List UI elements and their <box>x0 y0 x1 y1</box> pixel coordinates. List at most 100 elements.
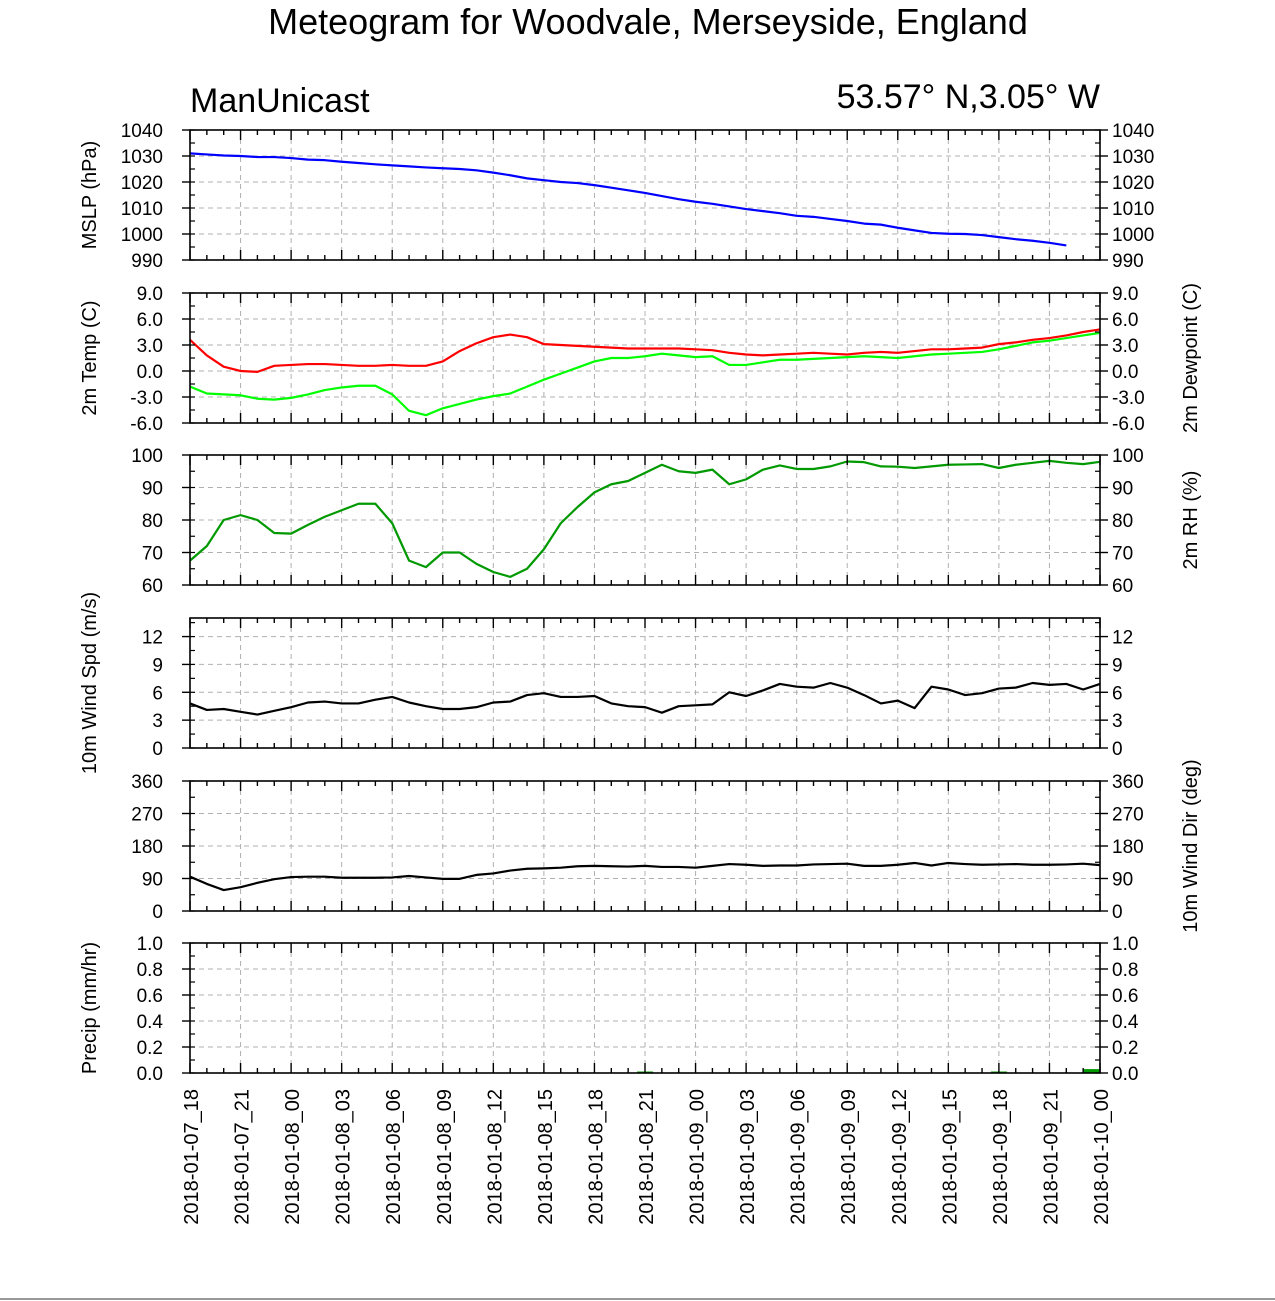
y-axis-title-right: 2m RH (%) <box>1180 471 1202 570</box>
y-tick-label: 100 <box>131 446 163 467</box>
y-tick-label: 70 <box>142 544 163 565</box>
y-axis-title: 10m Wind Spd (m/s) <box>79 592 101 774</box>
y-tick-label-right: 1040 <box>1112 121 1154 142</box>
y-tick-label-right: 1020 <box>1112 173 1154 194</box>
y-tick-label: 0.0 <box>137 1064 163 1085</box>
series-line-1 <box>189 861 1101 892</box>
y-tick-label-right: 0 <box>1112 902 1123 923</box>
y-tick-label: 9 <box>152 655 163 676</box>
y-tick-label-right: -6.0 <box>1112 414 1145 435</box>
y-tick-label-right: 0.8 <box>1112 960 1138 981</box>
y-tick-label-right: 1030 <box>1112 147 1154 168</box>
x-tick-label: 2018-01-08_15 <box>535 1089 557 1225</box>
x-tick-label: 2018-01-08_12 <box>484 1089 506 1225</box>
y-tick-label-right: 9 <box>1112 655 1123 676</box>
x-tick-label: 2018-01-09_21 <box>1040 1089 1062 1225</box>
x-tick-label: 2018-01-09_06 <box>788 1089 810 1225</box>
y-tick-label: 1020 <box>121 173 163 194</box>
x-tick-label: 2018-01-09_00 <box>687 1089 709 1225</box>
y-tick-label-right: 0.0 <box>1112 1064 1138 1085</box>
y-axis-title-right: 10m Wind Dir (deg) <box>1180 759 1202 932</box>
y-tick-label-right: 0 <box>1112 739 1123 760</box>
series-line-1 <box>189 681 1101 716</box>
x-tick-label: 2018-01-07_18 <box>181 1089 203 1225</box>
y-tick-label-right: 60 <box>1112 576 1133 597</box>
x-tick-label: 2018-01-09_15 <box>939 1089 961 1225</box>
panel-4: 0 0 3 3 6 6 9 9 12 12 10m Wind Spd (m/s) <box>79 592 1133 774</box>
y-tick-label-right: 100 <box>1112 446 1144 467</box>
y-tick-label-right: 360 <box>1112 772 1144 793</box>
y-tick-label-right: 6 <box>1112 683 1123 704</box>
y-tick-label-right: 90 <box>1112 479 1133 500</box>
y-tick-label: 0.8 <box>137 960 163 981</box>
x-tick-label: 2018-01-08_00 <box>282 1089 304 1225</box>
y-tick-label: -3.0 <box>130 388 163 409</box>
y-tick-label-right: 1000 <box>1112 225 1154 246</box>
y-tick-label-right: 270 <box>1112 805 1144 826</box>
x-tick-label: 2018-01-08_06 <box>383 1089 405 1225</box>
y-tick-label: 9.0 <box>137 284 163 305</box>
model-name: ManUnicast <box>190 82 370 120</box>
y-tick-label: 1010 <box>121 199 163 220</box>
y-tick-label: 0 <box>152 739 163 760</box>
y-tick-label: 6.0 <box>137 310 163 331</box>
y-tick-label-right: 0.2 <box>1112 1038 1138 1059</box>
y-tick-label-right: 180 <box>1112 837 1144 858</box>
y-tick-label-right: -3.0 <box>1112 388 1145 409</box>
y-axis-title-right: 2m Dewpoint (C) <box>1180 283 1202 433</box>
y-tick-label: 12 <box>142 628 163 649</box>
x-tick-label: 2018-01-09_12 <box>889 1089 911 1225</box>
y-tick-label: 1.0 <box>137 934 163 955</box>
y-tick-label-right: 0.0 <box>1112 362 1138 383</box>
y-tick-label: 0 <box>152 902 163 923</box>
y-tick-label-right: 12 <box>1112 628 1133 649</box>
x-tick-label: 2018-01-08_09 <box>434 1089 456 1225</box>
y-tick-label: 1030 <box>121 147 163 168</box>
y-tick-label: 0.4 <box>137 1012 164 1033</box>
y-tick-label-right: 3.0 <box>1112 336 1138 357</box>
x-tick-label: 2018-01-10_00 <box>1091 1089 1113 1225</box>
y-tick-label: 0.2 <box>137 1038 163 1059</box>
x-tick-label: 2018-01-08_03 <box>333 1089 355 1225</box>
y-tick-label-right: 6.0 <box>1112 310 1138 331</box>
y-tick-label: -6.0 <box>130 414 163 435</box>
panel-5: 0 0 90 90 180 180 270 270 360 360 10m Wind Dir (de… <box>131 759 1202 932</box>
y-tick-label: 180 <box>131 837 163 858</box>
y-tick-label-right: 1010 <box>1112 199 1154 220</box>
y-tick-label-right: 9.0 <box>1112 284 1138 305</box>
y-tick-label: 0.6 <box>137 986 163 1007</box>
y-tick-label-right: 70 <box>1112 544 1133 565</box>
y-tick-label-right: 3 <box>1112 711 1123 732</box>
x-tick-label: 2018-01-09_09 <box>838 1089 860 1225</box>
x-axis-labels: 2018-01-07_18 2018-01-07_21 2018-01-08_00 2… <box>181 1089 1113 1225</box>
panel-2: -6.0 -6.0 -3.0 -3.0 0.0 0.0 3.0 3.0 6.0 6.0 9.0 9.0… <box>79 283 1202 435</box>
y-tick-label: 90 <box>142 479 163 500</box>
panel-6: 0.0 0.0 0.2 0.2 0.4 0.4 0.6 0.6 0.8 0.8 1.0 1.0 Prec… <box>79 934 1139 1085</box>
y-tick-label: 60 <box>142 576 163 597</box>
bottom-rule <box>0 1298 1275 1300</box>
x-tick-label: 2018-01-09_18 <box>990 1089 1012 1225</box>
series-line-1 <box>189 152 1067 247</box>
x-tick-label: 2018-01-08_21 <box>636 1089 658 1225</box>
y-tick-label-right: 0.4 <box>1112 1012 1139 1033</box>
y-tick-label: 3.0 <box>137 336 163 357</box>
y-axis-title: 2m Temp (C) <box>79 300 101 415</box>
y-tick-label-right: 1.0 <box>1112 934 1138 955</box>
y-axis-title: Precip (mm/hr) <box>79 942 101 1074</box>
y-tick-label: 3 <box>152 711 163 732</box>
precip-bar <box>1083 1069 1100 1073</box>
x-tick-label: 2018-01-08_18 <box>585 1089 607 1225</box>
series-line-2 <box>189 331 1101 417</box>
panel-1: 990 990 1000 1000 1010 1010 1020 1020 1030 1030 10… <box>79 121 1154 272</box>
y-tick-label-right: 80 <box>1112 511 1133 532</box>
panel-3: 60 60 70 70 80 80 90 90 100 100 2m RH (%) <box>131 446 1202 597</box>
y-tick-label: 990 <box>131 251 163 272</box>
y-tick-label: 360 <box>131 772 163 793</box>
y-tick-label-right: 0.6 <box>1112 986 1138 1007</box>
y-tick-label: 1000 <box>121 225 163 246</box>
y-tick-label: 90 <box>142 870 163 891</box>
y-axis-title: MSLP (hPa) <box>79 141 101 250</box>
y-tick-label: 6 <box>152 683 163 704</box>
